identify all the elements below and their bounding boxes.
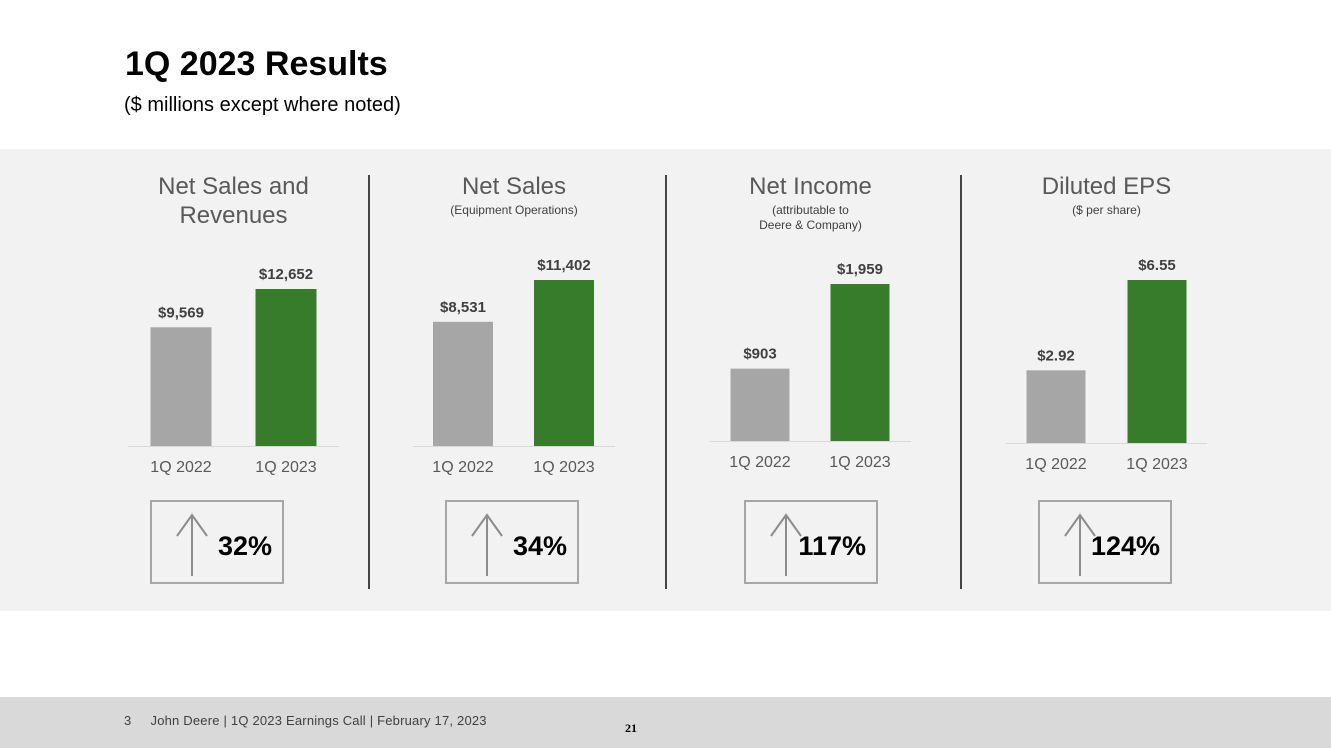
bar-1q-2023 (1127, 280, 1187, 443)
up-arrow-icon (770, 513, 802, 576)
up-arrow-icon (471, 513, 503, 576)
panel-net-sales-equipment: Net Sales (Equipment Operations) $8,531 1… (413, 149, 615, 611)
panel-net-sales-revenues: Net Sales and Revenues $9,569 1Q 2022 $12,… (128, 149, 339, 611)
x-tick-label: 1Q 2023 (829, 454, 890, 471)
x-tick-label: 1Q 2022 (729, 454, 790, 471)
panel-subtitle: (Equipment Operations) (450, 203, 578, 217)
bar-chart-diluted-eps: $2.92 1Q 2022 $6.55 1Q 2023 (1006, 257, 1207, 473)
panel-divider (665, 175, 667, 589)
data-label: $1,959 (837, 261, 883, 278)
panel-divider (960, 175, 962, 589)
footer: 3 John Deere | 1Q 2023 Earnings Call | F… (0, 697, 1331, 748)
growth-box: 117% (744, 500, 878, 584)
bar-1q-2022 (730, 368, 790, 441)
growth-box: 32% (150, 500, 284, 584)
panel-divider (368, 175, 370, 589)
panel-net-income: Net Income (attributable to Deere & Comp… (710, 149, 911, 611)
data-label: $6.55 (1138, 257, 1176, 274)
growth-value: 117% (798, 531, 866, 561)
data-label: $2.92 (1037, 347, 1075, 364)
page-subtitle: ($ millions except where noted) (124, 94, 401, 116)
data-label: $903 (743, 346, 776, 363)
bar-1q-2022 (1026, 370, 1086, 443)
panel-subtitle: (attributable to Deere & Company) (759, 203, 862, 232)
bar-1q-2022 (150, 327, 212, 446)
bar-1q-2023 (830, 284, 890, 441)
footer-text: 3 John Deere | 1Q 2023 Earnings Call | F… (124, 713, 487, 728)
growth-box: 34% (445, 500, 579, 584)
bar-1q-2022 (433, 321, 493, 446)
x-tick-label: 1Q 2022 (432, 459, 493, 476)
panel-title: Net Income (749, 173, 872, 200)
x-tick-label: 1Q 2022 (1025, 456, 1086, 473)
bar-1q-2023 (255, 289, 317, 446)
bar-chart-net-sales-revenues: $9,569 1Q 2022 $12,652 1Q 2023 (128, 266, 339, 476)
panel-subtitle: ($ per share) (1072, 203, 1141, 217)
data-label: $12,652 (259, 266, 313, 283)
bar-1q-2023 (534, 280, 594, 446)
bar-chart-net-sales: $8,531 1Q 2022 $11,402 1Q 2023 (413, 257, 615, 476)
panel-title: Diluted EPS (1041, 173, 1172, 200)
panel-title: Net Sales (461, 173, 567, 200)
panel-title: Net Sales and Revenues (158, 173, 309, 229)
bar-chart-net-income: $903 1Q 2022 $1,959 1Q 2023 (710, 261, 911, 471)
up-arrow-icon (176, 513, 208, 576)
data-label: $11,402 (537, 257, 590, 274)
panel-diluted-eps: Diluted EPS ($ per share) $2.92 1Q 2022 $6… (1006, 149, 1207, 611)
x-tick-label: 1Q 2023 (1126, 456, 1187, 473)
up-arrow-icon (1064, 513, 1096, 576)
x-tick-label: 1Q 2023 (533, 459, 594, 476)
growth-value: 34% (512, 531, 567, 561)
data-label: $9,569 (158, 304, 204, 321)
page-title: 1Q 2023 Results (125, 45, 388, 83)
page-number: 21 (625, 721, 637, 735)
x-tick-label: 1Q 2023 (255, 459, 316, 476)
growth-value: 124% (1090, 531, 1160, 561)
growth-value: 32% (217, 531, 272, 561)
growth-box: 124% (1038, 500, 1172, 584)
data-label: $8,531 (440, 299, 486, 316)
x-tick-label: 1Q 2022 (150, 459, 211, 476)
